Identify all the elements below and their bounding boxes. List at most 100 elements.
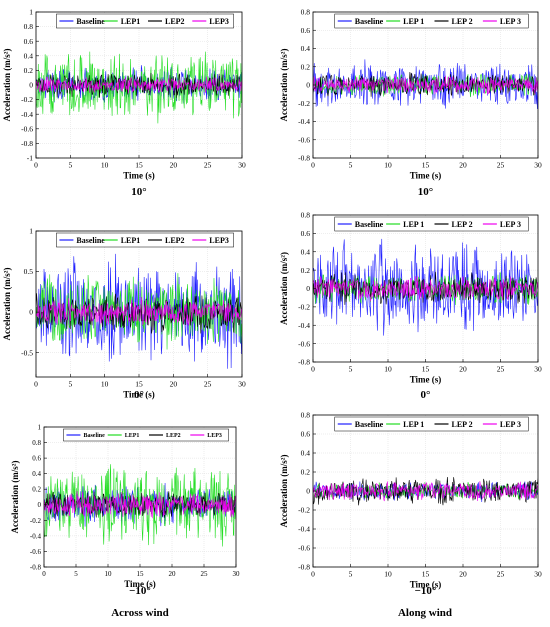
y-tick-label: 0.2 [32,486,41,494]
legend-label: LEP1 [125,433,140,439]
x-tick-label: 25 [204,161,212,170]
y-tick-label: -0.4 [30,532,42,540]
legend-label: LEP 2 [452,17,473,26]
legend-label: LEP3 [209,236,229,245]
y-tick-label: -0.8 [298,358,310,367]
x-tick-label: 30 [534,570,542,579]
x-tick-label: 15 [137,570,145,578]
x-axis-label: Time (s) [123,171,155,181]
x-tick-label: 25 [204,380,212,389]
y-tick-label: 0.4 [301,44,311,53]
x-axis-label: Time (s) [124,579,156,589]
x-axis-label: Time (s) [410,375,442,385]
panel-caption: 10° [418,186,433,198]
legend-label: Baseline [83,433,105,439]
panel-2: 0 5 10 15 20 25 30 -0.8 -0.6 -0.4 -0.2 0 0.2 0.4 0.6 0.… [279,8,542,198]
panel-caption: −10° [129,585,151,597]
series-line-lep3 [313,481,538,502]
x-tick-label: 5 [349,161,353,170]
legend-label: LEP 1 [403,17,424,26]
legend-label: LEP3 [209,17,229,26]
y-tick-label: 1 [38,423,42,431]
y-tick-label: -0.6 [30,548,42,556]
x-tick-label: 15 [135,380,143,389]
y-axis-label: Acceleration (m/s²) [2,49,12,122]
panel-caption: 0° [134,389,144,401]
x-tick-label: 0 [311,365,315,374]
y-tick-label: 0 [38,501,42,509]
x-tick-label: 10 [384,161,392,170]
series-line-baseline [313,238,538,336]
panel-4: 0 5 10 15 20 25 30 -0.8 -0.6 -0.4 -0.2 0 0.2 0.4 0.6 0.… [279,211,542,401]
legend-label: Baseline [355,420,384,429]
y-tick-label: 0.6 [301,430,311,439]
y-axis-label: Acceleration (m/s²) [279,49,289,122]
x-tick-label: 30 [534,161,542,170]
legend-box [56,232,234,248]
series-line-lep1 [44,464,236,547]
x-tick-label: 5 [68,380,72,389]
y-tick-label: 0.2 [301,62,311,71]
y-tick-label: -0.4 [298,117,310,126]
y-tick-label: -0.6 [298,135,310,144]
legend-box [334,216,529,232]
series-line-lep3 [313,75,538,95]
x-tick-label: 30 [238,161,246,170]
x-tick-label: 30 [238,380,246,389]
x-tick-label: 5 [349,570,353,579]
series-line-lep3 [36,296,242,326]
x-tick-label: 15 [422,570,430,579]
y-tick-label: -0.2 [298,99,310,108]
legend-label: Baseline [76,17,105,26]
y-tick-label: 0 [29,308,33,317]
legend-label: LEP2 [165,17,185,26]
legend: Baseline LEP 1 LEP 2 LEP 3 [334,13,529,29]
series-line-baseline [313,59,538,109]
y-tick-label: 0.8 [301,211,311,220]
panel-5: 0 5 10 15 20 25 30 -0.8 -0.6 -0.4 -0.2 0 0.2 0.4 0.6 0.… [10,423,240,597]
x-tick-label: 15 [422,365,430,374]
y-tick-label: 0.4 [32,470,41,478]
y-tick-label: 0.2 [301,266,311,275]
y-tick-label: -0.4 [298,525,310,534]
panel-3: 0 5 10 15 20 25 30 -0.5 0 0.5 1 Time (s) Acceleratio… [2,227,246,401]
column-caption-across-wind: Across wind [111,607,169,619]
y-tick-label: 0.4 [301,247,311,256]
panel-caption: 0° [421,389,431,401]
legend: Baseline LEP 1 LEP 2 LEP 3 [334,416,529,432]
x-tick-label: 10 [101,161,109,170]
x-tick-label: 30 [534,365,542,374]
y-tick-label: 0 [306,81,310,90]
y-tick-label: -0.6 [21,124,33,133]
y-tick-label: 0 [306,487,310,496]
y-tick-label: -0.8 [298,563,310,572]
legend-label: LEP1 [121,17,141,26]
legend: Baseline LEP1 LEP2 LEP3 [56,13,234,29]
legend: Baseline LEP1 LEP2 LEP3 [63,428,229,442]
x-axis-label: Time (s) [410,171,442,181]
x-tick-label: 20 [170,380,178,389]
y-tick-label: -1 [27,154,33,163]
legend-label: LEP1 [121,236,141,245]
y-tick-label: 0.6 [24,37,34,46]
y-tick-label: -0.2 [30,517,42,525]
x-tick-label: 25 [497,161,505,170]
series-line-lep3 [313,276,538,302]
y-tick-label: -0.6 [298,544,310,553]
column-caption-along-wind: Along wind [398,607,452,619]
x-tick-label: 30 [233,570,241,578]
x-tick-label: 25 [497,570,505,579]
y-tick-label: -0.5 [21,348,33,357]
y-tick-label: -0.8 [21,139,33,148]
x-axis-label: Time (s) [410,580,442,590]
y-tick-label: 0.4 [301,449,311,458]
y-tick-label: 0 [29,81,33,90]
y-tick-label: 0.4 [24,51,34,60]
y-axis-label: Acceleration (m/s²) [279,455,289,528]
legend: Baseline LEP1 LEP2 LEP3 [56,232,234,248]
x-tick-label: 20 [170,161,178,170]
y-axis-label: Acceleration (m/s²) [10,461,20,534]
y-tick-label: 0.2 [24,66,34,75]
series-line-lep1 [36,273,242,350]
